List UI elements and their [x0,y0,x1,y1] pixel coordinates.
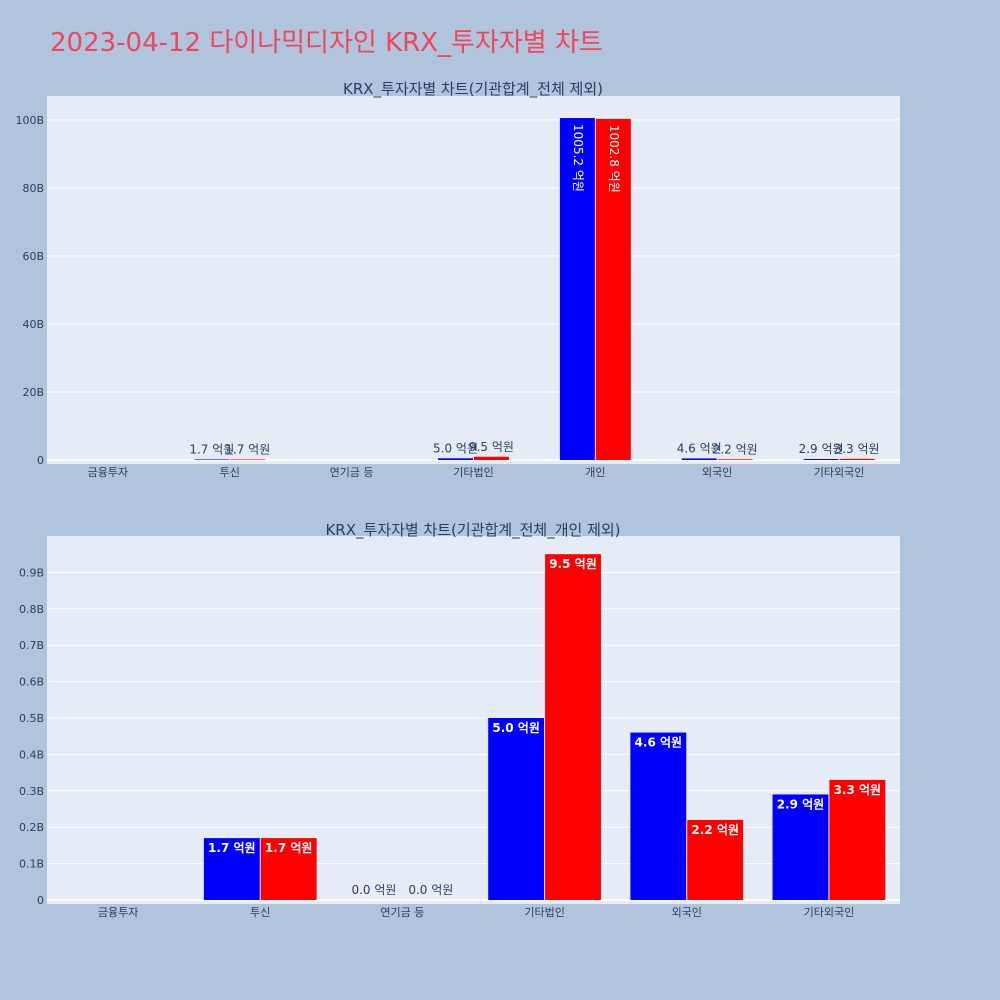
y-tick-label: 0.1B [19,858,44,871]
data-label: 9.5 억원 [469,440,514,454]
y-tick-label: 0.5B [19,712,44,725]
x-tick-label: 기타법인 [453,466,493,479]
y-tick-label: 0.2B [19,821,44,834]
y-tick-label: 80B [22,182,44,195]
data-label: 1002.8 억원 [607,125,621,193]
sell-bar [595,118,631,460]
sell-bar [687,819,744,900]
x-tick-label: 기타외국인 [804,906,855,919]
buy-bar [438,458,473,460]
x-tick-label: 기타법인 [524,906,564,919]
buy-bar [681,458,717,460]
x-tick-label: 투신 [220,466,240,479]
buy-bar [630,732,687,900]
data-label: 5.0 억원 [492,721,540,735]
buy-bar [559,118,595,460]
sell-bar [545,554,601,900]
data-label: 5.0 억원 [433,441,478,455]
x-tick-label: 연기금 등 [380,906,424,919]
x-tick-label: 외국인 [702,466,732,479]
x-tick-label: 금융투자 [98,906,138,919]
data-label: 3.3 억원 [834,783,882,797]
data-label: 0.0 억원 [408,883,453,897]
x-tick-label: 외국인 [672,906,702,919]
sell-bar [230,459,266,460]
data-label: 3.3 억원 [835,442,880,456]
data-label: 2.2 억원 [713,442,758,456]
sell-bar [829,779,886,900]
y-tick-label: 0.8B [19,603,44,616]
y-tick-label: 60B [22,250,44,263]
sell-bar [717,459,753,460]
buy-bar [203,838,260,900]
y-tick-label: 20B [22,386,44,399]
buy-bar [803,459,839,460]
plot-area-2 [47,536,900,904]
plot-area-1 [47,96,900,464]
page-title: 2023-04-12 다이나믹디자인 KRX_투자자별 차트 [50,28,603,58]
y-tick-label: 40B [22,318,44,331]
y-tick-label: 0.6B [19,676,44,689]
data-label: 1.7 억원 [225,442,270,456]
y-tick-label: 0.3B [19,785,44,798]
buy-bar [194,459,230,460]
data-label: 1.7 억원 [189,442,234,456]
y-tick-label: 0.9B [19,566,44,579]
sell-bar [260,838,317,900]
y-tick-label: 0.7B [19,639,44,652]
data-label: 0.0 억원 [351,883,396,897]
data-label: 9.5 억원 [549,557,597,571]
data-label: 2.9 억원 [777,797,825,811]
y-tick-label: 0 [37,894,44,907]
buy-bar [488,718,545,900]
x-tick-label: 개인 [585,466,605,479]
x-tick-label: 투신 [250,906,270,919]
data-label: 1.7 억원 [265,841,313,855]
y-tick-label: 0 [37,454,44,467]
y-tick-label: 0.4B [19,748,44,761]
data-label: 4.6 억원 [677,441,722,455]
chart-title: KRX_투자자별 차트(기관합계_전체_개인 제외) [325,521,620,540]
data-label: 1.7 억원 [208,841,256,855]
data-label: 4.6 억원 [635,736,683,750]
sell-bar [474,456,509,460]
x-tick-label: 금융투자 [88,466,128,479]
data-label: 2.9 억원 [799,442,844,456]
x-tick-label: 기타외국인 [814,466,865,479]
sell-bar [839,458,875,460]
buy-bar [772,794,829,900]
chart-title: KRX_투자자별 차트(기관합계_전체 제외) [343,80,603,99]
data-label: 1005.2 억원 [571,124,585,192]
data-label: 2.2 억원 [691,823,739,837]
y-tick-label: 100B [15,114,44,127]
x-tick-label: 연기금 등 [330,466,374,479]
